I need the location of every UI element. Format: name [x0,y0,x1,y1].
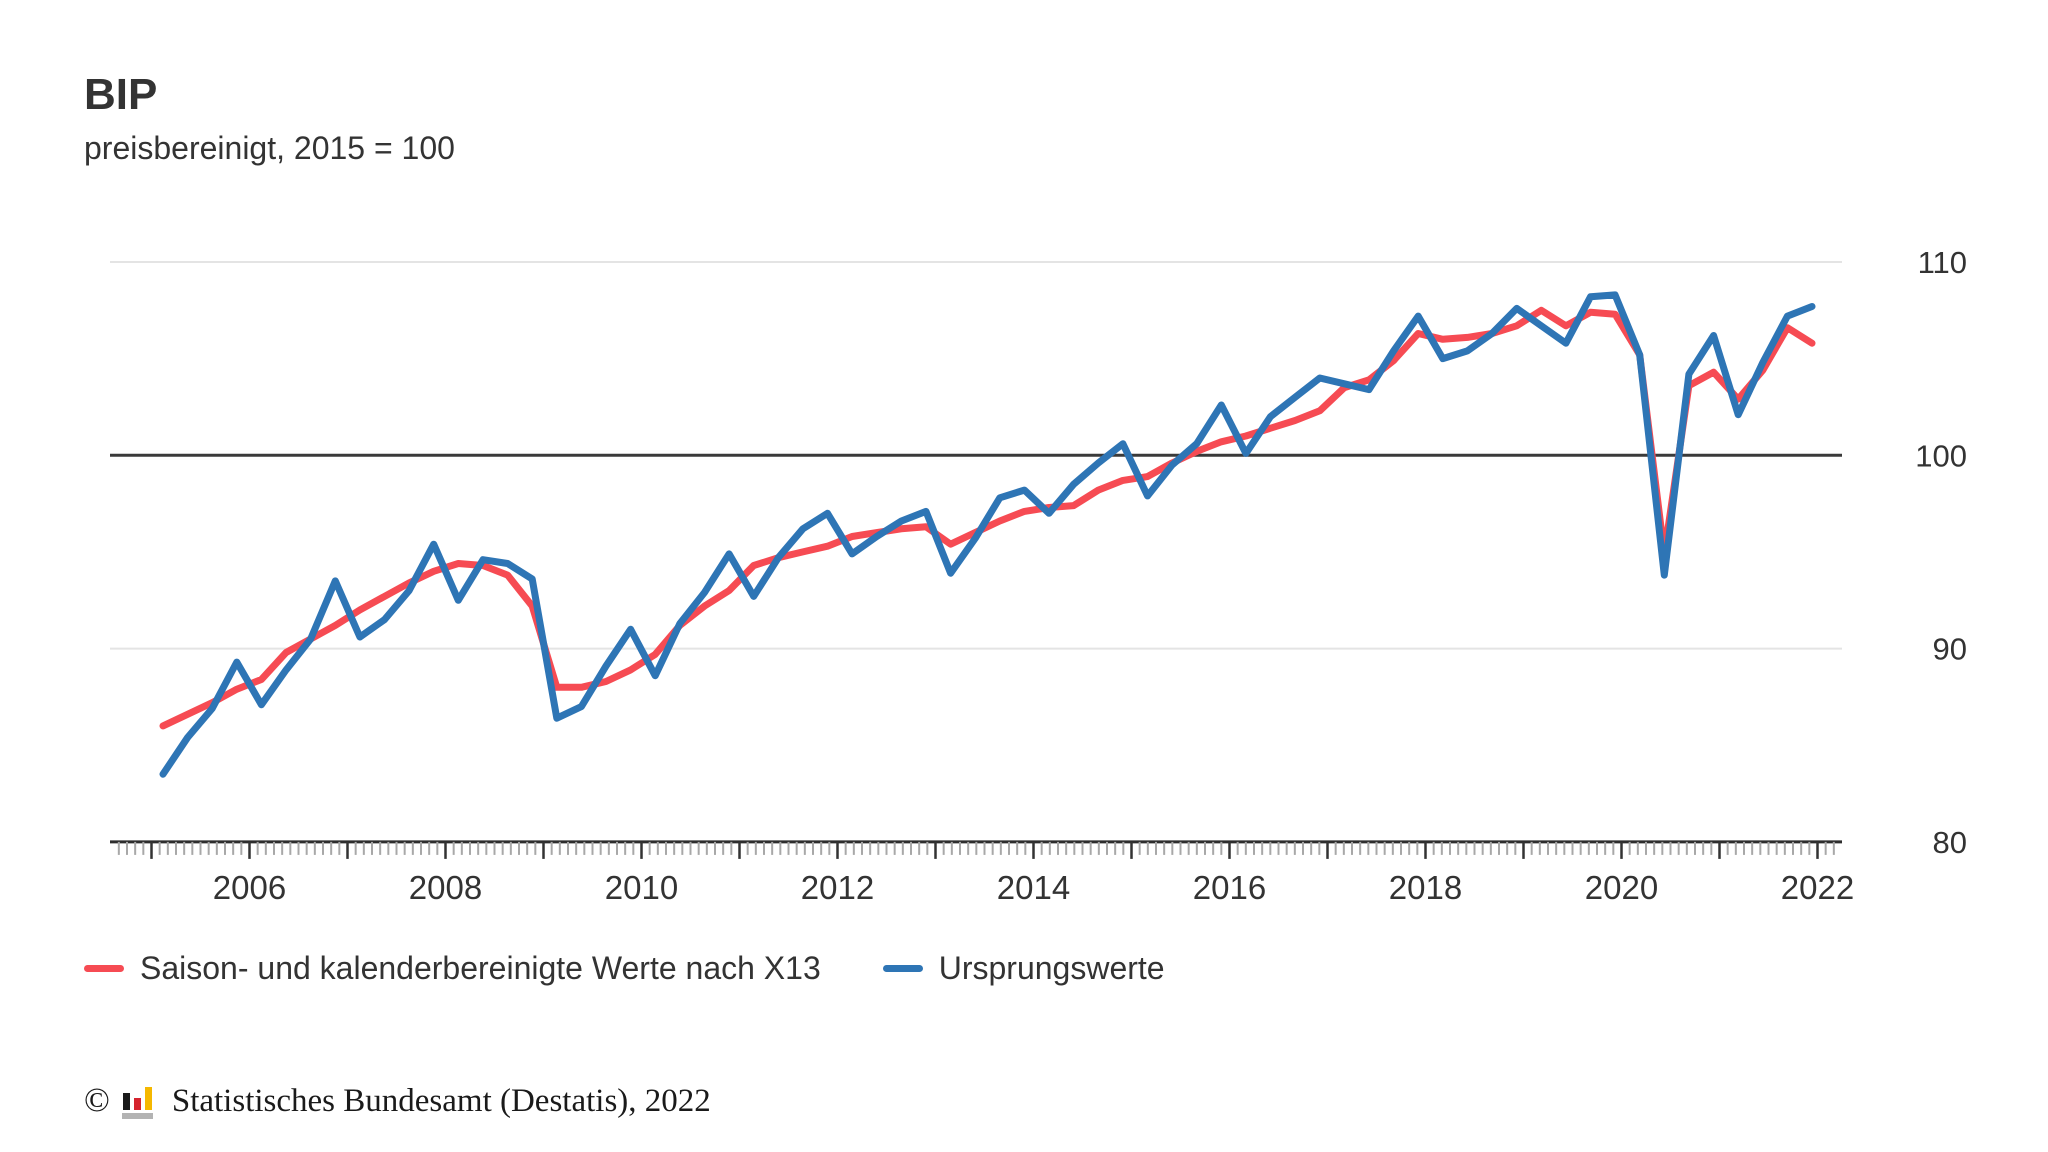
chart-subtitle: preisbereinigt, 2015 = 100 [84,130,455,166]
x-tick-label-2006: 2006 [213,869,286,906]
adjusted-series-swatch-icon [84,964,124,972]
legend-item-adjusted: Saison- und kalenderbereinigte Werte nac… [84,950,821,987]
y-tick-label-100: 100 [1915,438,1967,473]
chart-title: BIP [84,70,158,119]
x-tick-label-2010: 2010 [605,869,678,906]
adjusted-series-line [159,306,1816,730]
x-tick-label-2008: 2008 [409,869,482,906]
original-series-swatch-icon [882,964,923,972]
destatis-logo-icon [121,1087,153,1119]
legend-item-original: Ursprungswerte [882,949,1165,987]
y-tick-label-80: 80 [1933,825,1967,860]
y-tick-label-90: 90 [1933,632,1967,667]
y-axis-labels: 80 90 100 110 [1915,245,1967,860]
source-footer: © Statistisches Bundesamt (Destatis), 20… [84,1082,711,1120]
gridlines [110,261,1842,650]
x-tick-label-2018: 2018 [1389,869,1462,906]
x-axis-ticks [117,841,1835,859]
legend-label-adjusted: Saison- und kalenderbereinigte Werte nac… [140,949,821,986]
chart-legend: Saison- und kalenderbereinigte Werte nac… [84,946,1165,990]
y-tick-label-110: 110 [1918,245,1967,280]
x-tick-label-2014: 2014 [997,869,1070,906]
x-axis-labels: 2006 2008 2010 2012 2014 2016 2018 2020 2022 [213,869,1854,906]
x-tick-label-2016: 2016 [1193,869,1266,906]
copyright-icon: © [84,1082,110,1119]
x-tick-label-2022: 2022 [1781,869,1854,906]
legend-label-original: Ursprungswerte [938,949,1165,986]
x-tick-label-2020: 2020 [1585,869,1658,906]
original-series-line [159,291,1816,778]
x-tick-label-2012: 2012 [801,869,874,906]
source-text: Statistisches Bundesamt (Destatis), 2022 [171,1082,711,1119]
